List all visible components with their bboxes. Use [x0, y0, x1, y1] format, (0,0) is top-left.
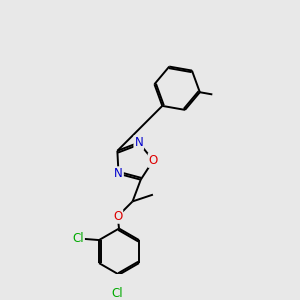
Text: Cl: Cl — [112, 287, 124, 300]
Text: N: N — [114, 167, 123, 180]
Text: N: N — [134, 136, 143, 149]
Text: Cl: Cl — [72, 232, 84, 245]
Text: O: O — [113, 210, 122, 223]
Text: O: O — [148, 154, 158, 167]
